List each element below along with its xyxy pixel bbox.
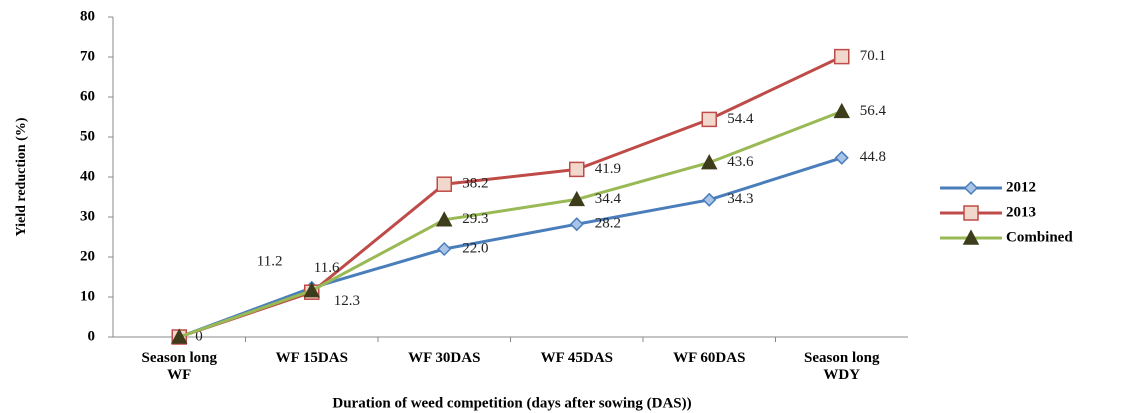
data-label: 12.3 [334, 293, 360, 309]
data-label: 0 [195, 328, 203, 344]
x-tick-label: WF 60DAS [673, 350, 746, 366]
x-tick-label: WF 15DAS [275, 350, 348, 366]
data-label: 70.1 [860, 48, 886, 64]
marker [436, 176, 452, 192]
marker [963, 205, 979, 221]
y-tick-label: 10 [80, 288, 95, 304]
marker [833, 102, 851, 119]
marker [569, 217, 584, 232]
series-line [178, 156, 843, 339]
y-tick-label: 70 [80, 48, 95, 64]
marker [834, 150, 849, 165]
marker [568, 190, 586, 207]
legend-label: 2013 [1006, 204, 1036, 220]
data-label: 34.3 [727, 191, 753, 207]
marker [700, 154, 718, 170]
data-label: 38.2 [462, 176, 488, 192]
marker [962, 229, 980, 245]
y-tick-label: 80 [80, 8, 95, 24]
x-tick-label: Season long WDY [804, 350, 880, 383]
marker [834, 48, 850, 65]
legend-label: 2012 [1006, 179, 1036, 195]
marker [435, 211, 453, 227]
data-label: 34.4 [595, 191, 622, 207]
data-label: 41.9 [595, 161, 621, 177]
y-axis-title: Yield reduction (%) [14, 117, 29, 236]
data-label: 56.4 [860, 103, 887, 119]
data-label: 44.8 [860, 149, 886, 165]
legend-label: Combined [1006, 229, 1073, 245]
y-tick-label: 30 [80, 208, 95, 224]
marker [170, 328, 188, 344]
marker [701, 111, 717, 128]
marker [303, 282, 321, 298]
data-label: 11.2 [257, 254, 283, 270]
marker [963, 180, 979, 196]
series-line [178, 110, 843, 339]
data-label: 29.3 [462, 211, 488, 227]
y-tick-label: 40 [80, 168, 95, 184]
data-label: 43.6 [727, 154, 754, 170]
x-tick-label: Season long WF [141, 350, 217, 383]
y-tick-label: 20 [80, 248, 95, 264]
x-tick-label: WF 45DAS [540, 350, 613, 366]
data-label: 28.2 [595, 216, 621, 232]
x-axis-title: Duration of weed competition (days after… [332, 395, 691, 411]
y-tick-label: 60 [80, 88, 95, 104]
x-tick-label: WF 30DAS [408, 350, 481, 366]
y-tick-label: 0 [88, 328, 96, 344]
marker [569, 161, 585, 178]
marker [437, 241, 452, 257]
marker [702, 192, 717, 207]
data-label: 11.6 [314, 260, 340, 276]
data-label: 22.0 [462, 240, 488, 256]
data-label: 54.4 [727, 111, 754, 127]
y-tick-label: 50 [80, 128, 95, 144]
